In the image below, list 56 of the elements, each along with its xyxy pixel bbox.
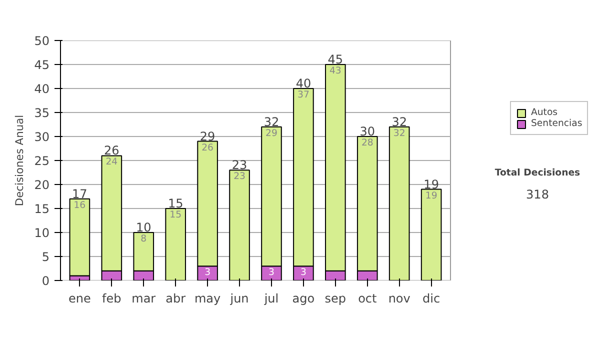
y-tick-label: 35 bbox=[34, 106, 50, 120]
total-label: 10 bbox=[136, 220, 152, 234]
data-label: 26 bbox=[202, 142, 214, 154]
y-tick-label: 40 bbox=[34, 82, 50, 96]
total-label: 32 bbox=[392, 114, 407, 129]
y-tick-label: 45 bbox=[34, 58, 50, 72]
x-tick-label: jun bbox=[229, 292, 249, 306]
x-tick-label: ago bbox=[292, 292, 315, 306]
y-tick-label: 10 bbox=[34, 226, 50, 240]
total-label: 26 bbox=[104, 144, 120, 158]
data-label: 32 bbox=[393, 128, 406, 139]
total-label: 15 bbox=[168, 196, 184, 210]
total-label: 23 bbox=[232, 158, 248, 172]
data-label: 28 bbox=[361, 138, 374, 148]
legend-label: Sentencias bbox=[531, 118, 582, 129]
total-label: 29 bbox=[200, 129, 216, 144]
y-tick-label: 25 bbox=[34, 154, 50, 168]
total-label: 19 bbox=[424, 177, 439, 192]
data-label: 3 bbox=[204, 267, 211, 278]
legend-label: Autos bbox=[531, 107, 558, 118]
data-label: 3 bbox=[268, 267, 275, 278]
data-label: 16 bbox=[74, 200, 86, 211]
text: Total Decisiones bbox=[494, 168, 581, 178]
y-tick-label: 50 bbox=[34, 34, 50, 48]
total-label: 45 bbox=[328, 52, 344, 66]
data-label: 23 bbox=[234, 171, 246, 182]
data-label: 37 bbox=[298, 90, 310, 100]
total-label: 30 bbox=[360, 124, 376, 138]
x-tick-label: jul bbox=[263, 292, 279, 306]
data-label: 8 bbox=[140, 234, 147, 244]
x-tick-label: may bbox=[194, 292, 221, 306]
total-label: 32 bbox=[264, 114, 280, 129]
data-label: 29 bbox=[266, 128, 278, 139]
x-tick-label: nov bbox=[388, 292, 410, 306]
x-tick-label: dic bbox=[422, 292, 440, 306]
x-tick-label: oct bbox=[358, 292, 377, 306]
total-label: 40 bbox=[296, 76, 312, 90]
data-label: 19 bbox=[425, 190, 438, 202]
total-label: 17 bbox=[72, 186, 88, 201]
x-tick-label: feb bbox=[102, 292, 122, 306]
data-label: 24 bbox=[106, 156, 118, 168]
data-label: 3 bbox=[300, 267, 306, 278]
bar bbox=[69, 198, 90, 276]
x-tick-label: abr bbox=[166, 292, 186, 306]
text: 318 bbox=[526, 188, 549, 202]
y-tick-label: 30 bbox=[34, 130, 50, 144]
data-label: 15 bbox=[170, 210, 182, 220]
y-tick-label: 0 bbox=[42, 274, 50, 288]
x-tick-label: sep bbox=[324, 292, 346, 306]
x-tick-label: mar bbox=[132, 292, 156, 306]
y-axis-title: Decisiones Anual bbox=[13, 114, 26, 206]
y-tick-label: 5 bbox=[42, 250, 50, 264]
y-tick-label: 20 bbox=[34, 178, 50, 192]
y-tick-label: 15 bbox=[34, 202, 50, 216]
data-label: 43 bbox=[329, 66, 342, 76]
x-tick-label: ene bbox=[68, 292, 91, 306]
